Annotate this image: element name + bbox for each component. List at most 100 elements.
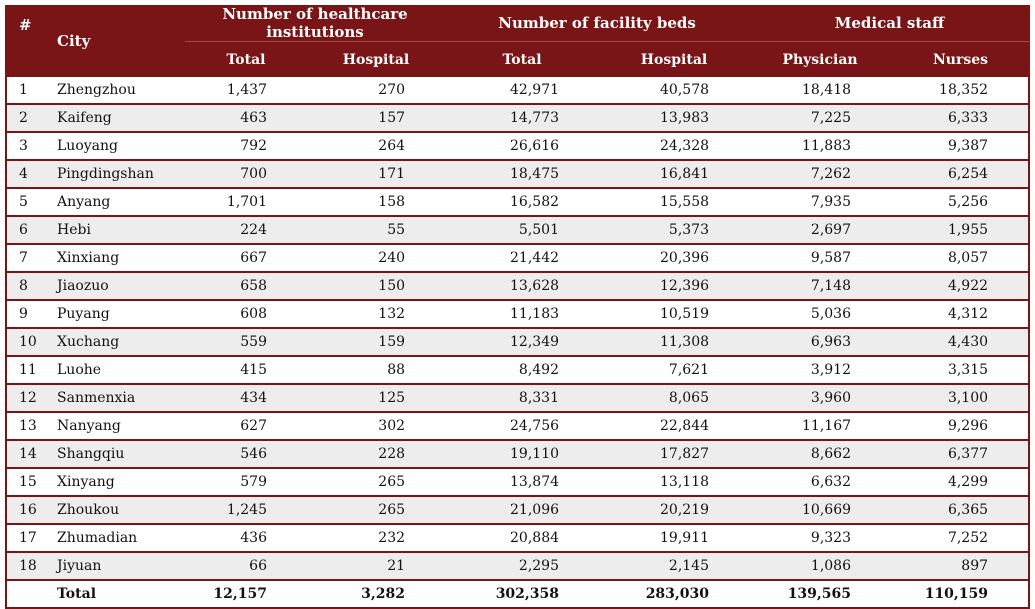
row-inst-hospital: 21 xyxy=(307,553,446,581)
row-nurses: 6,377 xyxy=(891,441,1031,469)
row-inst-total: 700 xyxy=(185,161,307,189)
row-inst-hospital: 302 xyxy=(307,413,446,441)
row-beds-hospital: 7,621 xyxy=(599,357,750,385)
row-index: 4 xyxy=(5,161,53,189)
row-physician: 7,935 xyxy=(749,189,892,217)
row-inst-hospital: 125 xyxy=(307,385,446,413)
row-index: 10 xyxy=(5,329,53,357)
total-label: Total xyxy=(53,581,185,609)
row-nurses: 7,252 xyxy=(891,525,1031,553)
total-index xyxy=(5,581,53,609)
row-inst-hospital: 132 xyxy=(307,301,446,329)
header-inst-hospital: Hospital xyxy=(307,41,446,77)
row-beds-total: 21,096 xyxy=(445,497,600,525)
row-city: Xinyang xyxy=(53,469,185,497)
row-city: Sanmenxia xyxy=(53,385,185,413)
row-index: 13 xyxy=(5,413,53,441)
row-inst-hospital: 88 xyxy=(307,357,446,385)
row-inst-total: 463 xyxy=(185,105,307,133)
table-header: # City Number of healthcare institutions… xyxy=(5,5,1031,77)
row-beds-hospital: 13,983 xyxy=(599,105,750,133)
row-physician: 11,883 xyxy=(749,133,892,161)
row-beds-hospital: 12,396 xyxy=(599,273,750,301)
row-beds-total: 20,884 xyxy=(445,525,600,553)
row-beds-hospital: 19,911 xyxy=(599,525,750,553)
row-beds-hospital: 24,328 xyxy=(599,133,750,161)
row-beds-total: 21,442 xyxy=(445,245,600,273)
row-inst-hospital: 158 xyxy=(307,189,446,217)
row-nurses: 897 xyxy=(891,553,1031,581)
row-nurses: 5,256 xyxy=(891,189,1031,217)
row-inst-total: 792 xyxy=(185,133,307,161)
table-row: 4 Pingdingshan 700 171 18,475 16,841 7,262 6,25… xyxy=(5,161,1031,189)
header-beds-total: Total xyxy=(445,41,600,77)
header-group-beds: Number of facility beds xyxy=(445,5,750,41)
row-inst-hospital: 55 xyxy=(307,217,446,245)
row-beds-total: 18,475 xyxy=(445,161,600,189)
row-inst-hospital: 171 xyxy=(307,161,446,189)
row-beds-total: 12,349 xyxy=(445,329,600,357)
row-index: 3 xyxy=(5,133,53,161)
row-index: 6 xyxy=(5,217,53,245)
row-beds-total: 2,295 xyxy=(445,553,600,581)
row-physician: 3,960 xyxy=(749,385,892,413)
table-row: 12 Sanmenxia 434 125 8,331 8,065 3,960 3,100 xyxy=(5,385,1031,413)
row-inst-hospital: 150 xyxy=(307,273,446,301)
table-body: 1 Zhengzhou 1,437 270 42,971 40,578 18,418 18,3… xyxy=(5,77,1031,609)
total-inst-total: 12,157 xyxy=(185,581,307,609)
row-beds-total: 42,971 xyxy=(445,77,600,105)
row-city: Jiaozuo xyxy=(53,273,185,301)
row-index: 14 xyxy=(5,441,53,469)
row-inst-total: 579 xyxy=(185,469,307,497)
row-beds-hospital: 2,145 xyxy=(599,553,750,581)
total-beds-total: 302,358 xyxy=(445,581,600,609)
header-group-institutions: Number of healthcare institutions xyxy=(185,5,446,41)
row-index: 11 xyxy=(5,357,53,385)
row-beds-total: 19,110 xyxy=(445,441,600,469)
row-city: Hebi xyxy=(53,217,185,245)
row-inst-total: 627 xyxy=(185,413,307,441)
row-city: Luohe xyxy=(53,357,185,385)
row-beds-total: 14,773 xyxy=(445,105,600,133)
row-city: Zhumadian xyxy=(53,525,185,553)
row-beds-hospital: 22,844 xyxy=(599,413,750,441)
row-physician: 6,963 xyxy=(749,329,892,357)
row-inst-hospital: 265 xyxy=(307,469,446,497)
row-inst-hospital: 228 xyxy=(307,441,446,469)
table-row: 13 Nanyang 627 302 24,756 22,844 11,167 9,296 xyxy=(5,413,1031,441)
row-beds-hospital: 40,578 xyxy=(599,77,750,105)
row-index: 15 xyxy=(5,469,53,497)
row-beds-hospital: 8,065 xyxy=(599,385,750,413)
row-city: Luoyang xyxy=(53,133,185,161)
table-row: 11 Luohe 415 88 8,492 7,621 3,912 3,315 xyxy=(5,357,1031,385)
row-inst-total: 658 xyxy=(185,273,307,301)
header-index: # xyxy=(5,5,53,77)
table-row: 17 Zhumadian 436 232 20,884 19,911 9,323 7,252 xyxy=(5,525,1031,553)
header-group-staff: Medical staff xyxy=(749,5,1031,41)
row-city: Kaifeng xyxy=(53,105,185,133)
table-row: 2 Kaifeng 463 157 14,773 13,983 7,225 6,333 xyxy=(5,105,1031,133)
row-physician: 9,323 xyxy=(749,525,892,553)
row-physician: 3,912 xyxy=(749,357,892,385)
total-row: Total 12,157 3,282 302,358 283,030 139,5… xyxy=(5,581,1031,609)
row-beds-total: 13,874 xyxy=(445,469,600,497)
row-city: Zhoukou xyxy=(53,497,185,525)
row-city: Puyang xyxy=(53,301,185,329)
total-physician: 139,565 xyxy=(749,581,892,609)
row-index: 2 xyxy=(5,105,53,133)
row-nurses: 18,352 xyxy=(891,77,1031,105)
row-city: Shangqiu xyxy=(53,441,185,469)
row-beds-total: 8,331 xyxy=(445,385,600,413)
row-physician: 6,632 xyxy=(749,469,892,497)
row-index: 12 xyxy=(5,385,53,413)
row-inst-hospital: 265 xyxy=(307,497,446,525)
row-index: 17 xyxy=(5,525,53,553)
row-inst-total: 1,437 xyxy=(185,77,307,105)
row-nurses: 4,922 xyxy=(891,273,1031,301)
row-beds-total: 11,183 xyxy=(445,301,600,329)
table-row: 14 Shangqiu 546 228 19,110 17,827 8,662 6,377 xyxy=(5,441,1031,469)
table-row: 7 Xinxiang 667 240 21,442 20,396 9,587 8,057 xyxy=(5,245,1031,273)
row-inst-total: 436 xyxy=(185,525,307,553)
row-nurses: 6,365 xyxy=(891,497,1031,525)
row-beds-hospital: 20,219 xyxy=(599,497,750,525)
